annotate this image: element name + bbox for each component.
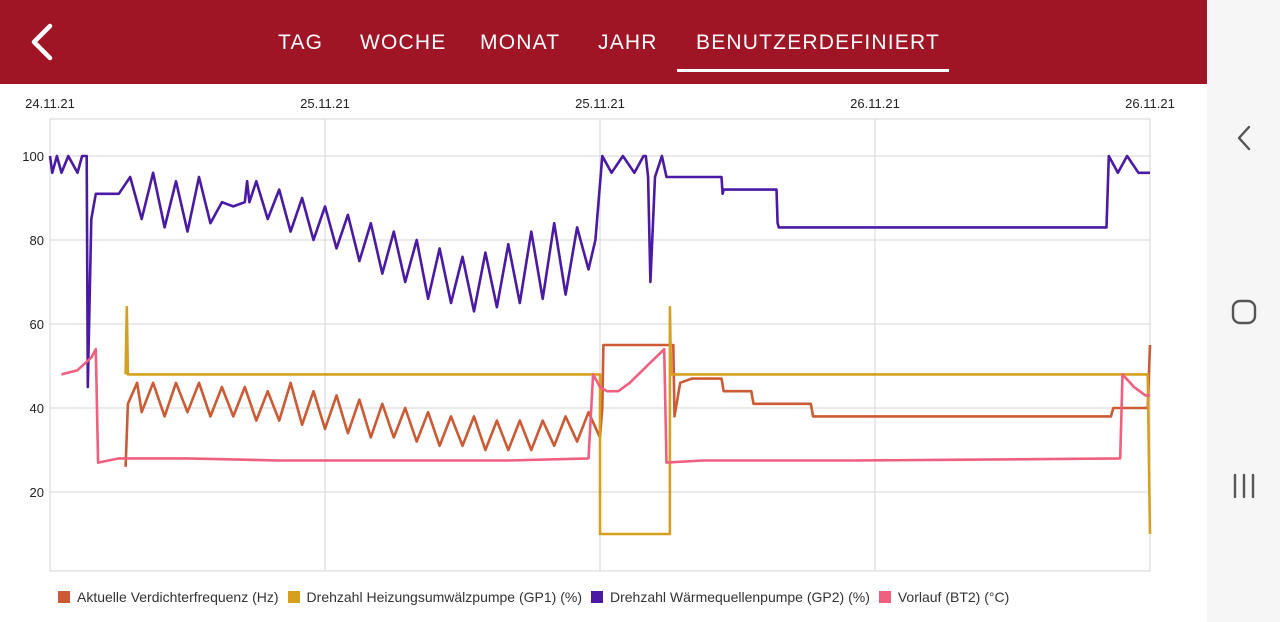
legend-item: Drehzahl Wärmequellenpumpe (GP2) (%) <box>590 589 870 605</box>
legend-swatch <box>58 591 70 603</box>
tab-monat[interactable]: MONAT <box>480 31 561 54</box>
x-date-label: 25.11.21 <box>575 96 625 111</box>
app-header: TAG WOCHE MONAT JAHR BENUTZERDEFINIERT <box>0 0 1207 84</box>
y-tick-label: 80 <box>29 233 44 248</box>
legend-label: Aktuelle Verdichterfrequenz (Hz) <box>77 589 279 605</box>
nav-back-icon <box>1237 125 1251 151</box>
tab-jahr[interactable]: JAHR <box>598 31 658 54</box>
line-chart <box>48 118 1152 572</box>
x-date-label: 26.11.21 <box>850 96 900 111</box>
x-date-label: 25.11.21 <box>300 96 350 111</box>
nav-recents-icon <box>1233 473 1255 499</box>
chart-area: 24.11.21 25.11.21 25.11.21 26.11.21 26.1… <box>0 84 1207 622</box>
legend-swatch <box>878 591 891 603</box>
legend-label: Drehzahl Heizungsumwälzpumpe (GP1) (%) <box>306 589 582 605</box>
legend-item: Aktuelle Verdichterfrequenz (Hz) <box>58 589 279 605</box>
active-tab-indicator <box>677 69 949 72</box>
x-date-label: 24.11.21 <box>25 96 75 111</box>
nav-home-icon <box>1231 299 1257 325</box>
system-nav-bar <box>1207 0 1280 622</box>
chart-series <box>48 154 1152 536</box>
tab-woche[interactable]: WOCHE <box>360 31 447 54</box>
x-date-label: 26.11.21 <box>1125 96 1175 111</box>
y-tick-label: 40 <box>29 401 44 416</box>
series-line-2 <box>124 305 1152 536</box>
y-tick-label: 20 <box>29 485 44 500</box>
legend-swatch <box>590 591 603 603</box>
nav-recents-button[interactable] <box>1227 469 1261 503</box>
series-line-3 <box>48 154 1150 389</box>
y-tick-label: 100 <box>22 149 44 164</box>
chevron-left-icon <box>31 23 53 61</box>
legend-swatch <box>287 591 300 603</box>
tab-tag[interactable]: TAG <box>278 31 324 54</box>
nav-back-button[interactable] <box>1227 121 1261 155</box>
tab-benutzerdefiniert[interactable]: BENUTZERDEFINIERT <box>696 31 941 54</box>
legend-item: Vorlauf (BT2) (°C) <box>878 589 1010 605</box>
series-line-4 <box>61 347 1150 464</box>
nav-home-button[interactable] <box>1227 295 1261 329</box>
legend-label: Vorlauf (BT2) (°C) <box>897 589 1010 605</box>
chart-legend: Aktuelle Verdichterfrequenz (Hz) Drehzah… <box>58 587 1018 607</box>
series-line-1 <box>124 343 1152 467</box>
legend-label: Drehzahl Wärmequellenpumpe (GP2) (%) <box>609 589 870 605</box>
legend-item: Drehzahl Heizungsumwälzpumpe (GP1) (%) <box>287 589 582 605</box>
back-button[interactable] <box>26 20 62 64</box>
y-tick-label: 60 <box>29 317 44 332</box>
